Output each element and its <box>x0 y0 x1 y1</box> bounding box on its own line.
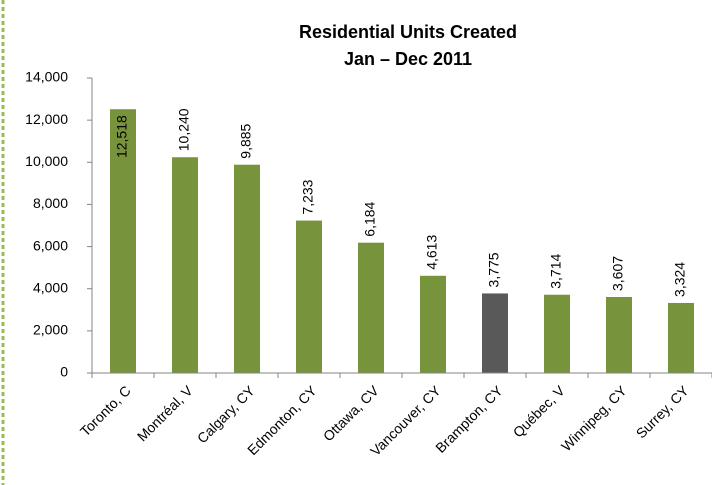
x-tick-label: Calgary, CY <box>194 382 258 446</box>
bar <box>110 109 136 374</box>
x-tick-label: Montréal, V <box>134 382 196 444</box>
value-label: 12,518 <box>114 115 130 158</box>
value-label: 10,240 <box>176 108 192 151</box>
chart-subtitle: Jan – Dec 2011 <box>344 49 472 69</box>
value-label: 6,184 <box>362 201 378 236</box>
y-tick-label: 14,000 <box>25 69 68 85</box>
y-tick-label: 2,000 <box>33 322 68 338</box>
y-tick-label: 12,000 <box>25 111 68 127</box>
value-label: 3,607 <box>610 256 626 291</box>
value-label: 3,714 <box>548 253 564 288</box>
x-tick-label: Winnipeg, CY <box>558 382 630 454</box>
bar <box>482 293 508 373</box>
x-tick-label: Québec, V <box>510 382 569 441</box>
y-tick-label: 4,000 <box>33 279 68 295</box>
value-label: 3,775 <box>486 252 502 287</box>
value-label: 4,613 <box>424 235 440 270</box>
bar <box>668 302 694 373</box>
y-tick-label: 0 <box>60 364 68 380</box>
x-tick-label: Ottawa, CV <box>320 382 382 444</box>
y-tick-label: 10,000 <box>25 153 68 169</box>
value-label: 9,885 <box>238 123 254 158</box>
value-label: 3,324 <box>672 262 688 297</box>
bar <box>172 157 198 373</box>
bar <box>358 242 384 373</box>
bar <box>296 220 322 373</box>
x-tick-label: Toronto, C <box>77 382 134 439</box>
y-tick-label: 8,000 <box>33 195 68 211</box>
bar <box>544 294 570 373</box>
chart-title: Residential Units Created <box>299 22 517 42</box>
bar <box>234 164 260 373</box>
x-tick-label: Surrey, CY <box>633 382 692 441</box>
y-tick-label: 6,000 <box>33 237 68 253</box>
value-label: 7,233 <box>300 179 316 214</box>
bar <box>606 296 632 373</box>
bar <box>420 275 446 373</box>
x-tick-label: Brampton, CY <box>432 382 506 456</box>
